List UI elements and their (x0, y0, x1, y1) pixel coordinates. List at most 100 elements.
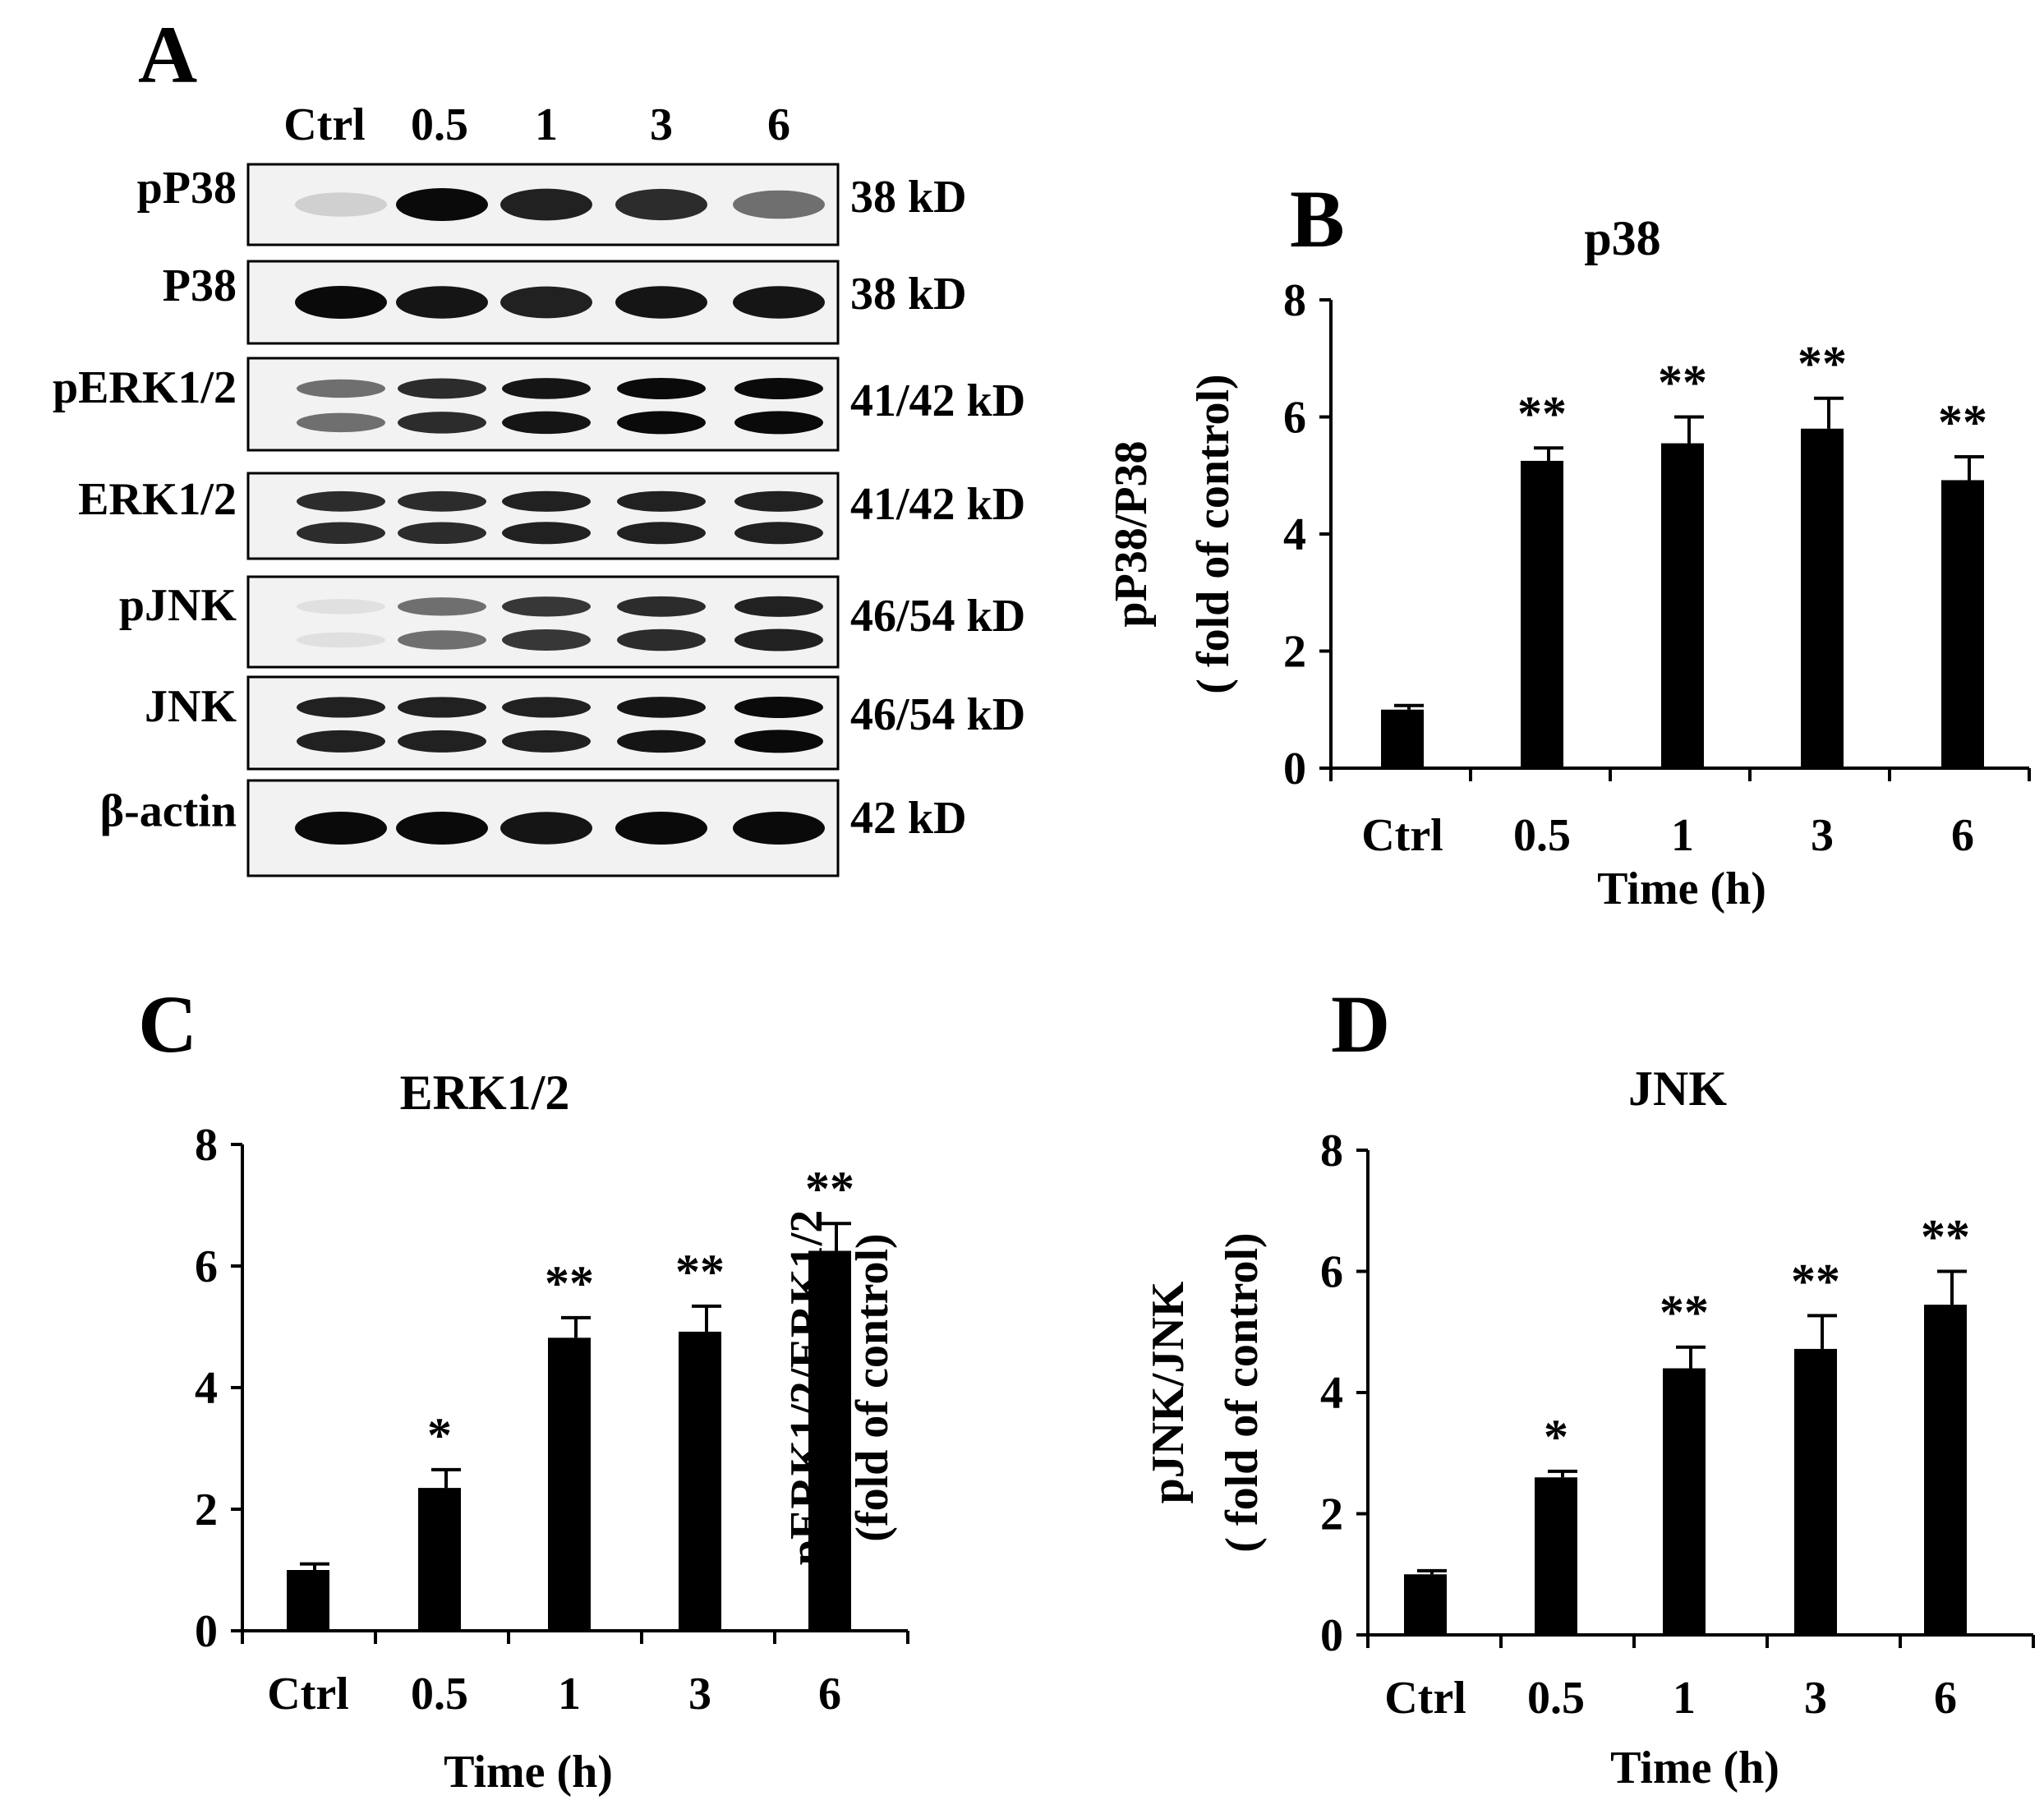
band-upper-5-3 (617, 697, 706, 718)
chart-d-y-title-line-0: pJNK/JNK (1143, 1281, 1194, 1503)
band-upper-3-2 (502, 490, 591, 512)
band-upper-3-0 (297, 490, 385, 512)
band-upper-4-2 (502, 596, 591, 617)
band-1-3 (615, 286, 707, 319)
chart-d-bar-1 (1535, 1477, 1577, 1635)
chart-b-bar-0 (1381, 709, 1424, 768)
band-lower-4-1 (398, 630, 486, 650)
band-upper-3-4 (734, 490, 823, 512)
chart-d-y-tick-label-2: 4 (1320, 1368, 1343, 1419)
band-lower-3-1 (398, 522, 486, 545)
chart-c-category-label-1: 0.5 (411, 1669, 468, 1720)
chart-d-y-tick-label-3: 6 (1320, 1247, 1343, 1298)
chart-c-title: ERK1/2 (400, 1066, 570, 1120)
band-lower-2-3 (617, 411, 706, 435)
chart-c-significance-3: ** (675, 1245, 725, 1299)
chart-d-y-tick-label-1: 2 (1320, 1489, 1343, 1540)
band-upper-2-2 (502, 378, 591, 399)
lane-label-4: 6 (767, 99, 790, 150)
chart-d-category-label-3: 3 (1804, 1673, 1827, 1724)
lane-label-0: Ctrl (283, 99, 366, 150)
band-lower-3-4 (734, 522, 823, 545)
band-upper-5-4 (734, 696, 823, 718)
chart-c-y-title-line-1: (fold of control) (847, 1233, 898, 1541)
band-lower-2-4 (734, 411, 823, 435)
chart-d-significance-2: ** (1660, 1286, 1709, 1340)
chart-c-category-label-0: Ctrl (267, 1669, 349, 1720)
chart-b-y-tick-label-1: 2 (1283, 627, 1306, 678)
chart-c-y-tick-label-0: 0 (195, 1606, 218, 1657)
chart-c-category-label-3: 3 (688, 1669, 711, 1720)
chart-c-y-tick-label-2: 4 (195, 1363, 218, 1414)
band-1-4 (733, 286, 825, 319)
band-6-4 (733, 812, 825, 845)
western-blot-panel: Ctrl 0.5 1 3 6 pP38 38 kD P38 38 kD pERK1/2 41/42 … (53, 99, 1025, 877)
blot-label-3: ERK1/2 (78, 474, 237, 525)
band-1-0 (295, 286, 387, 319)
chart-b-significance-1: ** (1517, 386, 1567, 440)
chart-c-bar-4 (808, 1250, 851, 1631)
chart-c-bar-3 (679, 1331, 721, 1631)
chart-b-x-title: Time (h) (1597, 863, 1766, 914)
chart-d-bar-4 (1924, 1305, 1967, 1635)
band-lower-4-2 (502, 629, 591, 651)
band-upper-2-3 (617, 377, 706, 399)
band-0-2 (500, 188, 592, 221)
chart-b-y-tick-label-2: 4 (1283, 509, 1306, 560)
blot-box-4 (246, 575, 840, 669)
blot-label-6: β-actin (100, 786, 237, 837)
blot-size-3: 41/42 kD (850, 479, 1025, 530)
blot-label-2: pERK1/2 (53, 362, 237, 413)
band-1-1 (396, 286, 488, 319)
chart-b-category-label-4: 6 (1951, 810, 1974, 861)
chart-b-bar-1 (1521, 460, 1563, 768)
blot-size-1: 38 kD (850, 269, 967, 320)
chart-c-y-tick-label-4: 8 (195, 1120, 218, 1171)
chart-d-significance-3: ** (1791, 1254, 1840, 1308)
blot-size-5: 46/54 kD (850, 689, 1025, 740)
chart-b-category-label-0: Ctrl (1361, 810, 1443, 861)
band-6-0 (295, 812, 387, 845)
chart-d-bar-2 (1663, 1368, 1706, 1635)
chart-b-y-tick-label-4: 8 (1283, 275, 1306, 326)
band-0-1 (396, 188, 488, 221)
band-lower-5-4 (734, 730, 823, 753)
chart-d-category-label-1: 0.5 (1527, 1673, 1585, 1724)
blot-box-2 (246, 357, 840, 452)
blot-label-0: pP38 (137, 163, 237, 214)
band-lower-5-2 (502, 730, 591, 753)
band-lower-5-0 (297, 730, 385, 753)
blot-box-5 (246, 675, 840, 771)
blot-size-2: 41/42 kD (850, 375, 1025, 426)
chart-d-y-tick-label-0: 0 (1320, 1610, 1343, 1661)
band-lower-5-3 (617, 730, 706, 753)
chart-b-y-tick-label-0: 0 (1283, 744, 1306, 794)
band-upper-5-0 (297, 697, 385, 718)
panel-c-letter: C (138, 978, 197, 1070)
lane-label-2: 1 (535, 99, 558, 150)
chart-d-category-label-4: 6 (1934, 1673, 1957, 1724)
chart-b-y-title-line-0: pP38/P38 (1106, 440, 1157, 627)
chart-c-bar-1 (418, 1488, 461, 1631)
chart-d-category-label-0: Ctrl (1384, 1673, 1466, 1724)
panel-a-letter: A (138, 9, 197, 100)
chart-c-bar-0 (287, 1570, 329, 1631)
chart-b-bar-3 (1801, 428, 1844, 768)
panel-d-letter: D (1331, 978, 1390, 1070)
chart-c-significance-2: ** (545, 1256, 594, 1310)
band-upper-5-1 (398, 697, 486, 718)
blot-size-6: 42 kD (850, 793, 967, 844)
band-upper-2-1 (398, 378, 486, 399)
band-6-3 (615, 812, 707, 845)
chart-b-title: p38 (1584, 211, 1660, 265)
band-upper-5-2 (502, 697, 591, 718)
chart-d-y-tick-label-4: 8 (1320, 1126, 1343, 1176)
chart-c-significance-1: * (427, 1408, 452, 1462)
chart-c-y-tick-label-1: 2 (195, 1485, 218, 1535)
band-lower-2-0 (297, 412, 385, 433)
blot-size-4: 46/54 kD (850, 591, 1025, 642)
band-lower-3-0 (297, 522, 385, 545)
band-6-1 (396, 812, 488, 845)
chart-b-bar-2 (1661, 443, 1704, 768)
chart-b-significance-4: ** (1938, 395, 1987, 449)
